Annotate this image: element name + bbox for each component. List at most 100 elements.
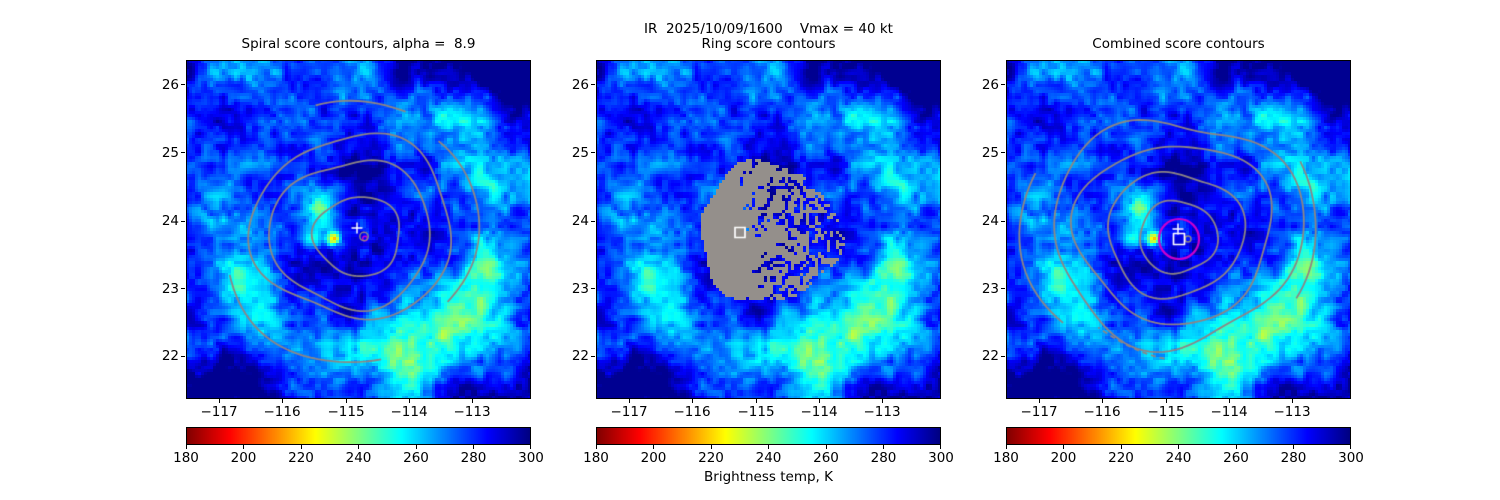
colorbar-tick-label: 240 bbox=[755, 450, 782, 466]
x-tick-mark bbox=[471, 399, 473, 403]
colorbar-tick-label: 300 bbox=[928, 450, 954, 466]
colorbar-tick-label: 180 bbox=[993, 450, 1019, 466]
y-tick-label: 23 bbox=[161, 280, 179, 297]
colorbar-tick-label: 220 bbox=[288, 450, 314, 466]
colorbar-tick-label: 300 bbox=[1338, 450, 1364, 466]
colorbar-tick-label: 180 bbox=[173, 450, 199, 466]
colorbar-tick-label: 280 bbox=[870, 450, 897, 466]
x-tick-mark bbox=[1101, 399, 1103, 403]
x-tick-mark bbox=[218, 399, 220, 403]
colorbar-axis-label: Brightness temp, K bbox=[704, 469, 833, 485]
y-tick-label: 26 bbox=[571, 76, 589, 93]
colorbar-combined bbox=[1006, 427, 1351, 445]
colorbar-spiral bbox=[186, 427, 531, 445]
x-tick-label: −114 bbox=[1210, 404, 1248, 420]
x-tick-label: −114 bbox=[800, 404, 838, 420]
colorbar-tick-mark bbox=[710, 445, 712, 449]
y-tick-mark bbox=[591, 220, 595, 222]
colorbar-tick-mark bbox=[1063, 445, 1064, 449]
x-tick-label: −117 bbox=[1020, 404, 1058, 420]
x-tick-mark bbox=[408, 399, 410, 403]
colorbar-tick-label: 280 bbox=[460, 450, 487, 466]
colorbar-tick-label: 220 bbox=[1108, 450, 1134, 466]
y-tick-label: 25 bbox=[571, 144, 589, 161]
colorbar-tick-mark bbox=[653, 445, 654, 449]
x-tick-mark bbox=[755, 399, 757, 403]
y-tick-mark bbox=[1001, 152, 1005, 154]
colorbar-tick-label: 200 bbox=[1050, 450, 1077, 466]
y-tick-mark bbox=[181, 84, 185, 86]
y-tick-label: 26 bbox=[981, 76, 999, 93]
colorbar-tick-mark bbox=[1293, 445, 1294, 449]
y-tick-label: 26 bbox=[161, 76, 179, 93]
colorbar-tick-label: 200 bbox=[640, 450, 667, 466]
colorbar-tick-mark bbox=[358, 445, 359, 449]
colorbar-tick-mark bbox=[415, 445, 417, 449]
colorbar-gradient bbox=[1006, 427, 1351, 445]
y-tick-mark bbox=[1001, 220, 1005, 222]
colorbar-tick-mark bbox=[939, 445, 941, 449]
panel-title-spiral: Spiral score contours, alpha = 8.9 bbox=[241, 36, 476, 52]
colorbar-tick-mark bbox=[1235, 445, 1237, 449]
contour-overlay-combined bbox=[1006, 60, 1351, 399]
x-tick-mark bbox=[1228, 399, 1230, 403]
colorbar-tick-label: 200 bbox=[230, 450, 257, 466]
colorbar-tick-mark bbox=[595, 445, 597, 449]
y-tick-mark bbox=[1001, 355, 1005, 357]
colorbar-gradient bbox=[186, 427, 531, 445]
y-tick-mark bbox=[1001, 288, 1005, 290]
x-tick-label: −113 bbox=[863, 404, 901, 420]
y-tick-label: 24 bbox=[571, 213, 589, 230]
plot-area-ring bbox=[596, 60, 941, 399]
colorbar-tick-mark bbox=[243, 445, 244, 449]
colorbar-tick-mark bbox=[883, 445, 884, 449]
panel-spiral: Spiral score contours, alpha = 8.9 −117 −… bbox=[162, 0, 544, 500]
y-tick-label: 22 bbox=[981, 348, 999, 364]
x-tick-mark bbox=[818, 399, 820, 403]
y-tick-label: 24 bbox=[161, 213, 179, 230]
y-tick-mark bbox=[591, 288, 595, 290]
x-tick-label: −116 bbox=[673, 404, 711, 420]
colorbar-gradient bbox=[596, 427, 941, 445]
x-tick-label: −117 bbox=[200, 404, 238, 420]
y-tick-label: 25 bbox=[981, 144, 999, 161]
colorbar-tick-mark bbox=[768, 445, 769, 449]
x-tick-label: −116 bbox=[263, 404, 301, 420]
colorbar-tick-label: 240 bbox=[1165, 450, 1192, 466]
y-tick-mark bbox=[591, 355, 595, 357]
colorbar-tick-mark bbox=[1005, 445, 1007, 449]
colorbar-tick-mark bbox=[825, 445, 827, 449]
panel-title-ring: Ring score contours bbox=[701, 36, 836, 52]
colorbar-tick-mark bbox=[473, 445, 474, 449]
x-tick-mark bbox=[1165, 399, 1167, 403]
y-tick-mark bbox=[181, 288, 185, 290]
y-tick-mark bbox=[181, 355, 185, 357]
colorbar-tick-label: 260 bbox=[403, 450, 429, 466]
panel-title-combined: Combined score contours bbox=[1092, 36, 1265, 52]
plot-area-combined bbox=[1006, 60, 1351, 399]
colorbar-tick-mark bbox=[185, 445, 187, 449]
y-tick-mark bbox=[591, 152, 595, 154]
y-tick-mark bbox=[591, 84, 595, 86]
colorbar-tick-label: 240 bbox=[345, 450, 372, 466]
x-tick-label: −116 bbox=[1083, 404, 1121, 420]
x-tick-mark bbox=[881, 399, 883, 403]
x-tick-label: −115 bbox=[737, 404, 775, 420]
x-tick-mark bbox=[345, 399, 347, 403]
x-tick-mark bbox=[691, 399, 693, 403]
panel-ring: Ring score contours Brightness temp, K −… bbox=[572, 0, 954, 500]
colorbar-tick-label: 300 bbox=[518, 450, 544, 466]
plot-area-spiral bbox=[186, 60, 531, 399]
colorbar-tick-label: 220 bbox=[698, 450, 724, 466]
colorbar-tick-label: 260 bbox=[813, 450, 839, 466]
y-tick-mark bbox=[181, 220, 185, 222]
y-tick-label: 23 bbox=[981, 280, 999, 297]
y-tick-mark bbox=[181, 152, 185, 154]
contour-overlay-spiral bbox=[186, 60, 531, 399]
x-tick-label: −113 bbox=[1273, 404, 1311, 420]
colorbar-tick-label: 260 bbox=[1223, 450, 1249, 466]
x-tick-label: −113 bbox=[453, 404, 491, 420]
colorbar-tick-mark bbox=[300, 445, 302, 449]
x-tick-mark bbox=[1038, 399, 1040, 403]
colorbar-tick-mark bbox=[1349, 445, 1351, 449]
